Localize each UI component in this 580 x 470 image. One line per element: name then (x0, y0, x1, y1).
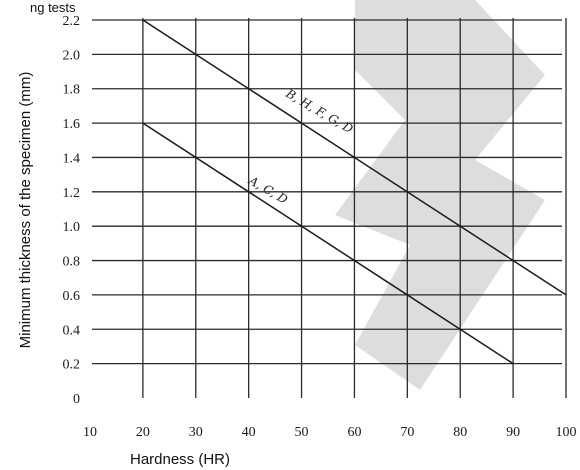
grid (92, 18, 567, 398)
series-label-2: A, C, D (246, 173, 291, 207)
y-tick-label-2.2: 2.2 (63, 14, 81, 29)
x-tick-label-50: 50 (295, 425, 309, 440)
x-tick-label-60: 60 (347, 425, 361, 440)
x-axis-title: Hardness (HR) (130, 451, 230, 468)
x-tick-label-70: 70 (400, 425, 414, 440)
y-tick-label-0.6: 0.6 (63, 289, 81, 304)
y-tick-label-1.8: 1.8 (63, 83, 81, 98)
x-tick-label-80: 80 (453, 425, 467, 440)
y-tick-label-1.0: 1.0 (63, 220, 81, 235)
watermark-arrow (335, 0, 545, 390)
y-tick-label-0.2: 0.2 (63, 358, 81, 373)
series-line-1 (142, 19, 567, 296)
x-tick-label-40: 40 (242, 425, 256, 440)
series-label-1: B, H, F, G, D (283, 86, 356, 136)
watermark-shape (335, 0, 545, 390)
y-tick-label-0: 0 (73, 392, 80, 407)
y-tick-label-0.4: 0.4 (63, 323, 81, 338)
x-tick-label-10: 10 (83, 425, 97, 440)
x-tick-label-30: 30 (189, 425, 203, 440)
y-tick-label-1.4: 1.4 (63, 151, 81, 166)
top-text: ng tests (30, 0, 76, 15)
y-tick-label-1.2: 1.2 (63, 186, 81, 201)
y-tick-label-0.8: 0.8 (63, 255, 81, 270)
y-tick-label-2.0: 2.0 (63, 48, 81, 63)
x-tick-label-100: 100 (556, 425, 577, 440)
y-tick-label-1.6: 1.6 (63, 117, 81, 132)
x-tick-label-20: 20 (136, 425, 150, 440)
x-tick-label-90: 90 (506, 425, 520, 440)
y-axis-title: Minimum thickness of the specimen (mm) (17, 72, 34, 349)
series-line-2 (142, 122, 514, 365)
series-group (142, 19, 567, 365)
